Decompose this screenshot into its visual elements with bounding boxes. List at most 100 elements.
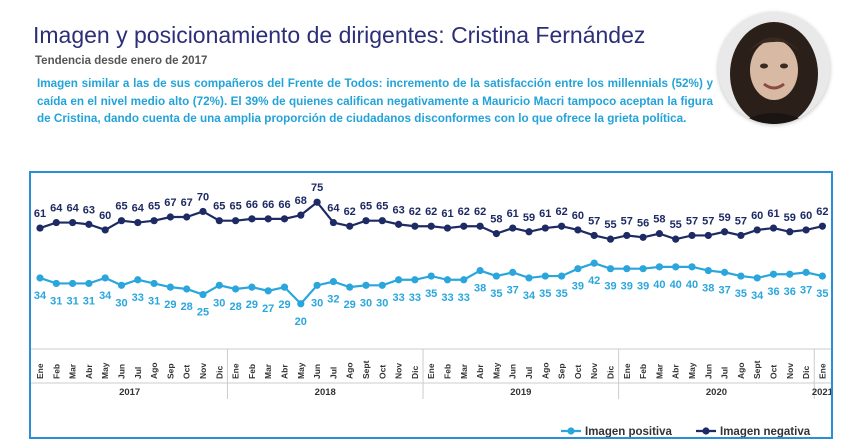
data-label: 33 [132, 292, 144, 304]
month-tick-label: Feb [638, 364, 648, 379]
data-point [606, 265, 615, 273]
month-tick-label: Oct [573, 365, 583, 379]
data-point [525, 228, 533, 236]
data-point [166, 213, 174, 221]
data-label: 66 [278, 199, 290, 211]
data-point [590, 231, 598, 240]
data-point [655, 263, 664, 271]
portrait-icon [718, 12, 830, 124]
month-tick-label: Ago [540, 362, 550, 379]
data-label: 61 [34, 208, 46, 220]
data-point [509, 224, 517, 232]
data-label: 65 [229, 201, 241, 213]
data-point [346, 222, 354, 230]
legend-marker-positiva [567, 427, 575, 435]
data-point [329, 278, 337, 286]
data-point [672, 235, 680, 243]
data-label: 60 [751, 210, 763, 222]
data-point [411, 276, 419, 284]
data-point [460, 222, 468, 230]
month-tick-label: Jul [328, 367, 338, 379]
month-tick-label: Jun [508, 364, 518, 379]
data-point [36, 224, 44, 232]
data-point [69, 218, 77, 227]
data-label: 37 [718, 284, 730, 296]
data-label: 62 [816, 206, 828, 218]
data-point [378, 217, 386, 225]
data-point [232, 217, 240, 225]
data-point [492, 230, 500, 238]
data-point [443, 276, 452, 284]
month-tick-label: Dic [410, 366, 420, 380]
data-point [150, 217, 158, 225]
data-point [655, 230, 664, 238]
year-label: 2019 [510, 387, 531, 398]
data-point [574, 265, 582, 273]
month-tick-label: Ago [736, 362, 746, 379]
data-label: 66 [262, 199, 274, 211]
month-tick-label: Mar [654, 363, 664, 379]
data-label: 31 [83, 295, 95, 307]
month-tick-label: May [491, 362, 501, 379]
month-tick-label: Oct [769, 365, 779, 379]
month-tick-label: May [100, 362, 110, 379]
month-tick-label: Dic [606, 366, 616, 380]
data-label: 33 [392, 292, 404, 304]
data-label: 30 [311, 297, 323, 309]
legend-label-positiva: Imagen positiva [585, 426, 673, 437]
data-point [753, 226, 761, 234]
data-label: 63 [83, 204, 95, 216]
data-point [688, 263, 696, 271]
data-label: 30 [360, 297, 372, 309]
data-label: 67 [164, 197, 176, 209]
data-label: 65 [213, 201, 225, 213]
data-label: 75 [311, 182, 323, 194]
data-label: 36 [767, 286, 779, 298]
data-point [721, 268, 729, 276]
data-point [753, 274, 761, 282]
description-text: Imagen similar a las de sus compañeros d… [37, 77, 713, 125]
data-point [623, 231, 631, 240]
data-label: 62 [344, 206, 356, 218]
data-label: 61 [539, 208, 551, 220]
month-tick-label: Sept [361, 360, 371, 379]
data-label: 57 [621, 215, 633, 227]
data-point [818, 272, 827, 280]
data-point [166, 283, 174, 291]
data-label: 39 [621, 281, 633, 293]
data-label: 64 [132, 203, 145, 215]
data-point [313, 281, 321, 289]
legend-marker-negativa [702, 427, 710, 435]
data-point [69, 279, 77, 288]
data-label: 60 [800, 210, 812, 222]
data-label: 27 [262, 303, 274, 315]
data-label: 64 [66, 203, 79, 215]
data-label: 64 [50, 203, 63, 215]
data-point [264, 215, 272, 223]
data-point [215, 217, 223, 225]
page-title: Imagen y posicionamiento de dirigentes: … [33, 22, 646, 48]
data-point [264, 287, 272, 295]
month-tick-label: Dic [214, 366, 224, 380]
data-label: 35 [490, 288, 502, 300]
data-point [52, 218, 60, 227]
data-label: 56 [637, 217, 649, 229]
data-label: 34 [99, 290, 112, 302]
data-label: 38 [474, 283, 486, 295]
data-label: 65 [360, 201, 372, 213]
month-tick-label: Nov [785, 363, 795, 379]
data-label: 40 [686, 279, 698, 291]
data-label: 39 [604, 281, 616, 293]
data-point [150, 279, 158, 288]
data-point [297, 300, 305, 308]
page-subtitle: Tendencia desde enero de 2017 [35, 55, 208, 67]
data-label: 59 [718, 212, 730, 224]
data-point [215, 281, 223, 289]
data-point [232, 285, 240, 293]
data-point [623, 265, 631, 273]
data-label: 35 [735, 288, 747, 300]
chart-frame: 61 64 64 63 60 65 64 65 67 67 70 65 65 66 66 66 68 75 64 62… [29, 171, 834, 439]
data-point [558, 222, 566, 230]
data-label: 55 [670, 219, 682, 231]
